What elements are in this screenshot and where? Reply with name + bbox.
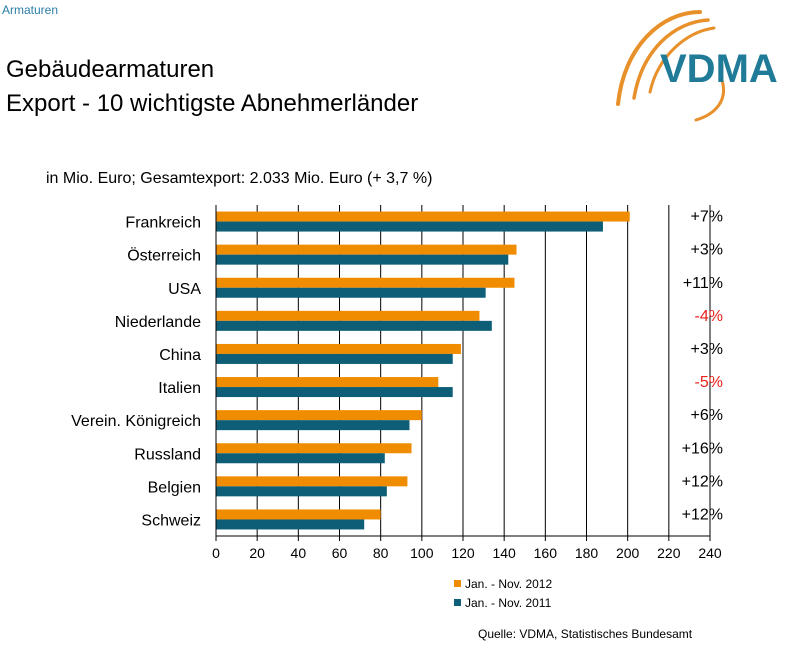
category-label: Frankreich [125, 215, 201, 232]
x-tick-label: 180 [575, 545, 599, 561]
legend-label-2012: Jan. - Nov. 2012 [465, 576, 553, 591]
bar-2012 [216, 244, 517, 255]
x-tick-label: 220 [657, 545, 681, 561]
logo-text: VDMA [660, 47, 778, 91]
source-note: Quelle: VDMA, Statistisches Bundesamt [478, 627, 693, 641]
chart-legend: Jan. - Nov. 2012 Jan. - Nov. 2011 [454, 574, 552, 612]
change-label: +11% [683, 275, 723, 292]
bar-2011 [216, 287, 486, 298]
category-label: Niederlande [115, 314, 201, 331]
change-label: -4% [695, 308, 723, 325]
legend-label-2011: Jan. - Nov. 2011 [465, 595, 552, 610]
x-tick-label: 0 [212, 545, 220, 561]
change-label: -5% [695, 374, 723, 391]
category-label: Italien [158, 380, 201, 397]
category-label: Russland [134, 446, 201, 463]
bar-2011 [216, 486, 387, 497]
x-tick-label: 240 [698, 545, 722, 561]
category-label: Verein. Königreich [71, 413, 201, 430]
legend-item-2011: Jan. - Nov. 2011 [454, 593, 552, 612]
category-label: China [159, 347, 201, 364]
bar-2012 [216, 410, 422, 421]
change-label: +6% [691, 407, 723, 424]
bar-2011 [216, 519, 365, 530]
bar-2011 [216, 387, 453, 398]
bar-2012 [216, 211, 630, 222]
change-label: +7% [691, 209, 723, 226]
x-tick-label: 120 [451, 545, 475, 561]
bar-2011 [216, 353, 453, 364]
bar-2011 [216, 420, 410, 431]
legend-swatch-2012 [454, 580, 461, 587]
x-tick-label: 20 [249, 545, 265, 561]
x-tick-label: 140 [492, 545, 516, 561]
page-title: Gebäudearmaturen Export - 10 wichtigste … [6, 53, 418, 121]
category-label: USA [168, 281, 201, 298]
bar-2012 [216, 377, 439, 388]
x-tick-label: 80 [373, 545, 389, 561]
title-line-1: Gebäudearmaturen [6, 56, 215, 83]
legend-swatch-2011 [454, 599, 461, 606]
bar-2011 [216, 221, 603, 232]
vdma-logo: VDMA [616, 10, 778, 122]
legend-item-2012: Jan. - Nov. 2012 [454, 574, 552, 593]
category-label: Österreich [127, 247, 201, 265]
bar-2012 [216, 277, 515, 288]
bar-2011 [216, 320, 492, 331]
bar-chart: Frankreich +7% Österreich +3% USA +11% Niederl… [71, 205, 723, 561]
bar-2012 [216, 509, 381, 520]
change-label: +12% [682, 473, 723, 490]
bar-2012 [216, 476, 408, 487]
change-label: +16% [682, 440, 723, 457]
category-label: Schweiz [141, 512, 201, 529]
title-line-2: Export - 10 wichtigste Abnehmerländer [6, 90, 419, 117]
bar-2012 [216, 443, 412, 454]
x-tick-label: 40 [291, 545, 307, 561]
bar-2012 [216, 310, 480, 321]
bar-2012 [216, 343, 461, 354]
bar-2011 [216, 254, 509, 265]
change-label: +12% [682, 506, 723, 523]
bar-2011 [216, 453, 385, 464]
x-tick-label: 100 [410, 545, 434, 561]
category-label: Belgien [148, 479, 201, 496]
logo-swoosh-icon [616, 10, 725, 122]
chart-subtitle: in Mio. Euro; Gesamtexport: 2.033 Mio. E… [46, 170, 433, 187]
change-label: +3% [691, 341, 723, 358]
x-tick-label: 160 [534, 545, 558, 561]
x-tick-label: 60 [332, 545, 348, 561]
section-label: Armaturen [2, 3, 59, 17]
change-label: +3% [691, 242, 723, 259]
x-tick-label: 200 [616, 545, 640, 561]
